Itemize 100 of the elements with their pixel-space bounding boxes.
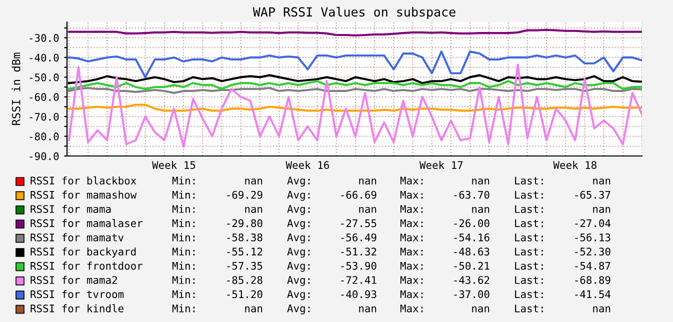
text: -85.28 [227, 276, 262, 284]
text: nan [472, 306, 490, 312]
text: -58.38 [227, 233, 262, 242]
text: Max: [400, 234, 423, 242]
legend-label: RSSI for mamashow [30, 190, 137, 199]
text: Last: [515, 290, 543, 298]
text: -26.00 [454, 219, 490, 228]
text: Max: [400, 248, 423, 256]
text: Max: [400, 205, 423, 213]
text: Last: [515, 304, 543, 312]
legend-label: RSSI for frontdoor [30, 262, 142, 270]
text: Max: [400, 191, 423, 199]
text: -37.00 [454, 290, 490, 298]
text: -65.37 [575, 190, 610, 199]
text: Max: [400, 276, 423, 284]
text: -50.21 [454, 262, 490, 270]
text: nan [593, 306, 610, 312]
text: -57.35 [227, 262, 262, 270]
text: nan [593, 178, 610, 185]
text: Max: [400, 219, 423, 228]
line-series [68, 50, 642, 78]
x-tick-label: Week 15 [152, 160, 196, 169]
text: nan [593, 206, 610, 213]
text: Last: [515, 262, 543, 270]
line-series [68, 80, 642, 90]
text: -48.63 [454, 248, 490, 256]
y-tick-label: -70.0 [30, 112, 59, 121]
x-tick-label: Week 18 [553, 160, 596, 169]
text: -54.87 [575, 262, 610, 270]
text: nan [245, 206, 262, 213]
text: Min: [172, 204, 195, 213]
text: Last: [515, 248, 543, 256]
text: -40.93 [341, 290, 376, 298]
text: Last: [515, 205, 543, 213]
legend-label: RSSI for backyard [30, 247, 136, 258]
text: Min: [172, 190, 195, 199]
text: -66.69 [341, 190, 376, 199]
text: -51.32 [341, 248, 376, 256]
legend-label: RSSI for mamatv [30, 233, 124, 242]
text: Avg: [287, 304, 310, 314]
text: Avg: [287, 276, 310, 286]
text: nan [245, 306, 262, 312]
x-tick-label: Week 16 [286, 160, 329, 169]
legend-label: RSSI for tvroom [30, 290, 124, 298]
text: -52.30 [575, 248, 610, 256]
text: Avg: [287, 234, 310, 244]
text: -27.55 [341, 219, 376, 228]
text: -72.41 [341, 276, 376, 284]
text: Min: [172, 262, 195, 270]
text: Avg: [287, 176, 310, 187]
text: Last: [515, 191, 543, 199]
text: Max: [400, 290, 423, 298]
text: Avg: [287, 219, 310, 230]
legend-label: RSSI for blackbox [30, 176, 136, 185]
text: Max: [400, 262, 423, 270]
text: Last: [515, 176, 543, 185]
x-tick-label: Week 17 [419, 160, 463, 169]
text: -55.12 [227, 248, 262, 256]
y-tick-label: -60.0 [30, 93, 59, 102]
text: Max: [400, 304, 423, 312]
text: Max: [400, 176, 423, 185]
text: Last: [515, 234, 543, 242]
legend-label: RSSI for mama [30, 204, 111, 213]
text: -27.04 [575, 219, 611, 228]
line-series [68, 64, 642, 148]
text: -68.89 [575, 276, 610, 284]
text: -69.29 [227, 190, 262, 199]
text: Avg: [287, 248, 310, 258]
text: Min: [172, 290, 195, 298]
y-tick-label: -40.0 [30, 54, 59, 62]
text: nan [245, 178, 262, 185]
text: -63.70 [454, 190, 490, 199]
text: Min: [172, 276, 195, 284]
text: Min: [172, 233, 195, 242]
legend-label: RSSI for mamalaser [30, 219, 142, 228]
text: Last: [515, 276, 543, 284]
text: -43.62 [454, 276, 490, 284]
text: Min: [172, 176, 195, 184]
text: nan [359, 206, 376, 213]
legend-label: RSSI for mama2 [30, 276, 117, 284]
y-axis-title: RSSI in dBm [12, 52, 20, 126]
text: -53.90 [341, 262, 376, 270]
text: Avg: [287, 262, 310, 272]
text: Avg: [287, 205, 310, 215]
text: Avg: [287, 190, 310, 201]
text: nan [359, 306, 376, 312]
y-tick-label: -90.0 [30, 152, 59, 160]
y-tick-label: -80.0 [30, 132, 59, 140]
text: -51.20 [227, 290, 262, 298]
text: nan [472, 206, 490, 213]
text: Min: [172, 304, 195, 312]
text: nan [359, 178, 376, 185]
text: -56.13 [575, 233, 610, 242]
text: -56.49 [341, 233, 376, 242]
legend-label: RSSI for kindle [30, 304, 124, 312]
chart-title: WAP RSSI Values on subspace [252, 6, 456, 20]
text: -54.16 [454, 233, 490, 242]
text: nan [472, 178, 490, 185]
y-tick-label: -50.0 [30, 73, 59, 82]
text: Avg: [287, 290, 310, 300]
